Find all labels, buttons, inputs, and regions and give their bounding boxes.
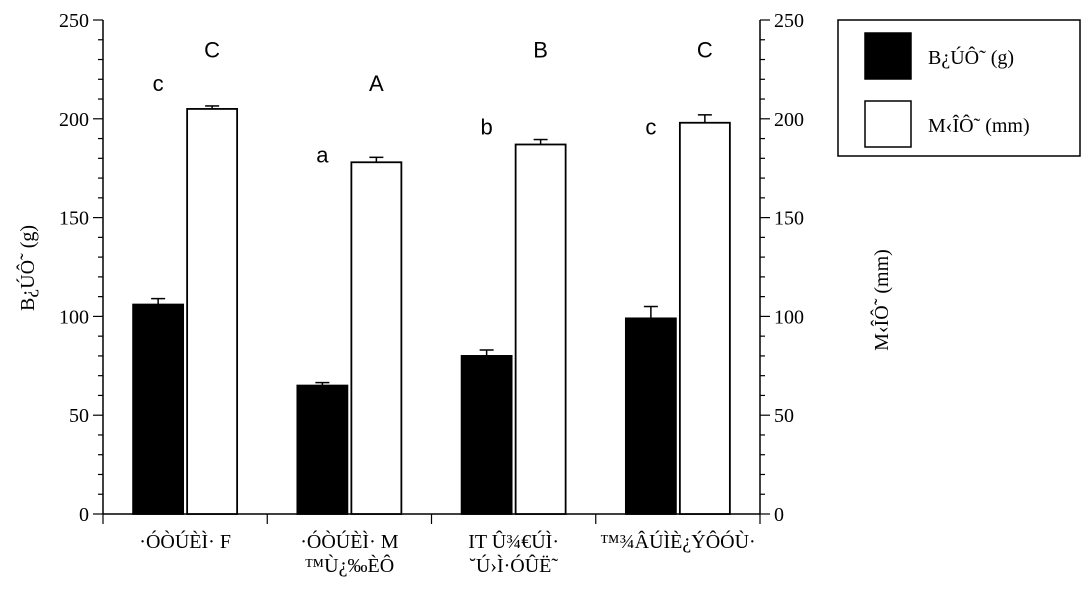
category-label: ˘Ú›Ì·ÓÛË˜ bbox=[469, 553, 558, 577]
significance-letter: A bbox=[369, 71, 384, 96]
y-tick-label-right: 0 bbox=[774, 504, 784, 526]
y-tick-label-right: 250 bbox=[774, 10, 804, 32]
legend-swatch-weight bbox=[864, 32, 912, 80]
legend: B¿ÚÔ˜ (g) M‹ÎÔ˜ (mm) bbox=[837, 19, 1081, 157]
significance-letters: c a b c C A B C bbox=[153, 38, 713, 168]
y-tick-label-left: 0 bbox=[79, 504, 89, 526]
significance-letter: C bbox=[204, 38, 220, 63]
bar-weight bbox=[132, 303, 185, 515]
category-label: IT Û¾€ÚÌ· bbox=[468, 529, 559, 553]
category-label: ™Ù¿‰ÈÔ bbox=[305, 553, 395, 577]
significance-letter: C bbox=[697, 38, 713, 63]
category-label: ·ÓÒÚÈÌ· F bbox=[139, 529, 231, 553]
y-tick-label-right: 200 bbox=[774, 109, 804, 131]
significance-letter: b bbox=[481, 115, 493, 140]
bar-weight bbox=[624, 317, 677, 515]
bar-length bbox=[350, 161, 403, 515]
bar-length bbox=[186, 108, 239, 515]
y-tick-label-right: 50 bbox=[774, 405, 794, 427]
y-tick-label-right: 100 bbox=[774, 306, 804, 328]
bars bbox=[132, 108, 731, 515]
y-tick-label-left: 250 bbox=[59, 10, 89, 32]
bar-weight bbox=[460, 355, 513, 515]
error-bars bbox=[151, 105, 712, 386]
y-tick-label-left: 150 bbox=[59, 208, 89, 230]
significance-letter: c bbox=[645, 115, 656, 140]
significance-letter: B bbox=[533, 38, 548, 63]
significance-letter: c bbox=[153, 71, 164, 96]
y-tick-label-right: 150 bbox=[774, 208, 804, 230]
y-tick-label-left: 50 bbox=[69, 405, 89, 427]
significance-letter: a bbox=[316, 142, 329, 167]
legend-label-weight: B¿ÚÔ˜ (g) bbox=[928, 45, 1014, 69]
bar-weight bbox=[296, 384, 349, 515]
y-axis-left-title: B¿ÚÔ˜ (g) bbox=[15, 225, 39, 311]
category-label: ™¾ÂÚÌÈ¿ÝÔÓÙ· bbox=[600, 529, 756, 553]
y-tick-label-left: 200 bbox=[59, 109, 89, 131]
bar-length bbox=[514, 143, 567, 515]
axis-ticks: 0 0 50 50 100 100 150 150 200 200 250 250 bbox=[59, 10, 804, 526]
y-tick-label-left: 100 bbox=[59, 306, 89, 328]
legend-label-length: M‹ÎÔ˜ (mm) bbox=[928, 113, 1030, 137]
bar-length bbox=[678, 121, 731, 515]
category-label: ·ÓÒÚÈÌ· M bbox=[300, 529, 399, 553]
y-axis-right-title: M‹ÎÔ˜ (mm) bbox=[869, 249, 893, 351]
legend-swatch-length bbox=[864, 100, 912, 148]
